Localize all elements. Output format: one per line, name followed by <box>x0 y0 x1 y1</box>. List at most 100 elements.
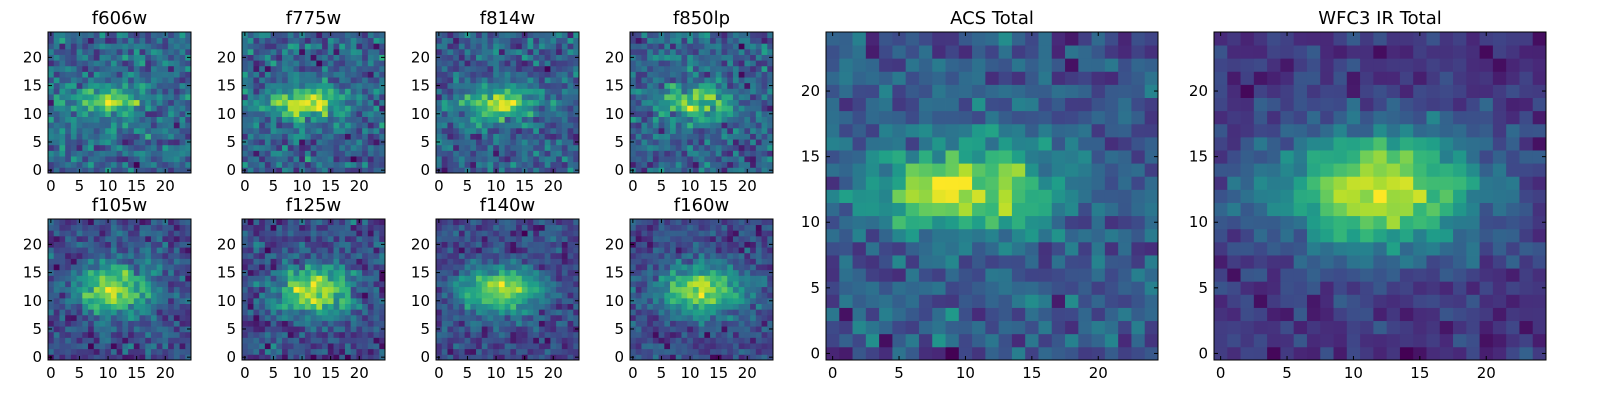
heatmap-cell <box>282 139 289 146</box>
heatmap-cell <box>498 77 506 84</box>
heatmap-cell <box>670 337 677 344</box>
heatmap-cell <box>344 127 352 134</box>
y-tick-label: 15 <box>411 77 430 95</box>
heatmap-cell <box>362 247 369 254</box>
heatmap-cell <box>453 343 460 350</box>
heatmap-cell <box>732 150 740 157</box>
heatmap-cell <box>128 292 135 299</box>
heatmap-cell <box>487 224 494 231</box>
heatmap-cell <box>304 88 312 95</box>
heatmap-cell <box>704 354 711 361</box>
heatmap-cell <box>755 122 762 129</box>
heatmap-cell <box>139 264 146 271</box>
heatmap-cell <box>487 82 494 89</box>
heatmap-cell <box>70 275 77 282</box>
heatmap-cell <box>692 99 700 106</box>
heatmap-cell <box>287 264 294 271</box>
heatmap-cell <box>168 54 175 61</box>
heatmap-cell <box>704 309 711 316</box>
heatmap-cell <box>304 77 312 84</box>
heatmap-cell <box>521 82 528 89</box>
heatmap-cell <box>362 94 369 101</box>
heatmap-cell <box>476 48 483 55</box>
heatmap-cell <box>259 32 266 39</box>
heatmap-cell <box>168 241 175 248</box>
heatmap-cell <box>264 314 271 321</box>
heatmap-cell <box>761 43 768 50</box>
heatmap-cell <box>710 297 717 304</box>
heatmap-cell <box>362 105 369 112</box>
heatmap-cell <box>105 314 112 321</box>
heatmap-cell <box>715 127 722 134</box>
heatmap-cell <box>464 156 471 163</box>
heatmap-cell <box>88 133 95 140</box>
heatmap-cell <box>350 94 357 101</box>
heatmap-cell <box>150 320 158 327</box>
heatmap-cell <box>658 99 665 106</box>
heatmap-cell <box>162 258 169 265</box>
heatmap-cell <box>344 43 352 50</box>
heatmap-cell <box>516 309 523 316</box>
heatmap-cell <box>516 94 523 101</box>
heatmap-cell <box>704 144 711 151</box>
heatmap-cell <box>179 105 186 112</box>
heatmap-cell <box>105 292 112 299</box>
heatmap-cell <box>516 43 523 50</box>
heatmap-cell <box>82 144 89 151</box>
heatmap-cell <box>53 230 60 237</box>
heatmap-cell <box>750 337 757 344</box>
heatmap-cell <box>344 314 352 321</box>
heatmap-cell <box>447 241 454 248</box>
heatmap-cell <box>464 326 471 333</box>
heatmap-cell <box>504 275 511 282</box>
heatmap-cell <box>710 309 717 316</box>
heatmap-cell <box>264 230 271 237</box>
heatmap-cell <box>333 320 340 327</box>
heatmap-cell <box>339 275 346 282</box>
heatmap-cell <box>53 122 60 129</box>
heatmap-cell <box>521 348 528 355</box>
heatmap-cell <box>128 105 135 112</box>
heatmap-cell <box>373 281 380 288</box>
heatmap-cell <box>527 167 534 174</box>
heatmap-cell <box>48 275 55 282</box>
heatmap-cell <box>162 133 169 140</box>
heatmap-cell <box>168 133 175 140</box>
heatmap-cell <box>156 264 163 271</box>
heatmap-cell <box>561 82 568 89</box>
heatmap-cell <box>641 292 648 299</box>
heatmap-cell <box>105 161 112 168</box>
heatmap-cell <box>116 247 123 254</box>
heatmap-cell <box>487 32 494 39</box>
heatmap-cell <box>48 264 55 271</box>
heatmap-cell <box>179 77 186 84</box>
heatmap-cell <box>487 116 494 123</box>
heatmap-cell <box>498 48 506 55</box>
heatmap-cell <box>453 331 460 338</box>
heatmap-cell <box>516 156 523 163</box>
heatmap-cell <box>362 230 369 237</box>
heatmap-cell <box>110 286 118 293</box>
heatmap-cell <box>510 48 517 55</box>
heatmap-cell <box>322 264 329 271</box>
heatmap-cell <box>128 122 135 129</box>
heatmap-cell <box>276 65 283 72</box>
heatmap-cell <box>65 122 72 129</box>
heatmap-cell <box>310 247 317 254</box>
heatmap-cell <box>567 337 574 344</box>
heatmap-cell <box>133 343 140 350</box>
heatmap-cell <box>82 65 89 72</box>
heatmap-cell <box>715 94 722 101</box>
heatmap-cell <box>476 331 483 338</box>
heatmap-cell <box>658 314 665 321</box>
heatmap-cell <box>510 224 517 231</box>
heatmap-cell <box>65 281 72 288</box>
heatmap-cell <box>510 343 517 350</box>
heatmap-cell <box>476 105 483 112</box>
heatmap-cell <box>70 309 77 316</box>
heatmap-cell <box>139 82 146 89</box>
heatmap-cell <box>70 264 77 271</box>
heatmap-cell <box>767 309 774 316</box>
heatmap-cell <box>464 105 471 112</box>
heatmap-cell <box>242 331 249 338</box>
